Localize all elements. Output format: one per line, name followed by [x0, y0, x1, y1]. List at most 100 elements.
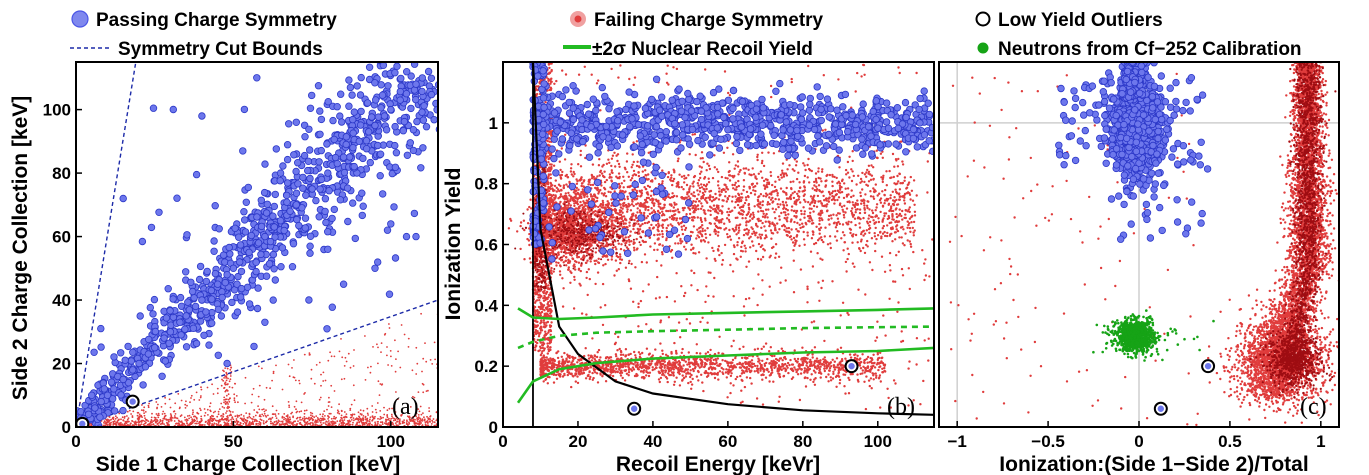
failing-point [867, 217, 870, 220]
failing-point [762, 164, 766, 168]
failing-point [327, 418, 329, 420]
failing-point [157, 412, 160, 415]
failing-point [132, 410, 135, 413]
passing-point [378, 91, 387, 99]
failing-point [392, 423, 394, 426]
failing-point [851, 241, 854, 244]
failing-point [330, 417, 333, 420]
failing-point [327, 359, 330, 362]
passing-point [316, 130, 324, 138]
failing-point [795, 209, 799, 213]
failing-point [397, 350, 399, 353]
failing-point [782, 203, 785, 206]
failing-point [817, 170, 820, 173]
failing-point [702, 183, 706, 187]
failing-point [777, 175, 780, 179]
failing-point [759, 219, 762, 222]
passing-point [366, 158, 374, 167]
failing-point [792, 196, 796, 200]
failing-point [820, 209, 823, 212]
failing-point [231, 417, 234, 419]
failing-point [783, 216, 786, 220]
failing-point [127, 417, 130, 419]
failing-point [786, 209, 789, 212]
failing-point [850, 209, 853, 213]
failing-point [150, 419, 153, 421]
failing-point [899, 182, 902, 185]
failing-point [274, 415, 277, 417]
failing-point [685, 213, 688, 216]
failing-point [343, 416, 346, 419]
failing-point [384, 422, 386, 425]
failing-point [604, 195, 608, 198]
passing-point [276, 169, 285, 177]
failing-point [271, 379, 273, 382]
failing-point [227, 424, 230, 426]
failing-point [697, 193, 700, 196]
failing-point [228, 400, 231, 403]
failing-point [324, 379, 327, 382]
failing-point [321, 415, 324, 418]
failing-point [303, 353, 306, 356]
passing-point [210, 247, 218, 255]
passing-point [350, 108, 358, 116]
failing-point [888, 209, 891, 213]
passing-point [65, 406, 72, 413]
failing-point [783, 228, 786, 232]
failing-point [750, 183, 754, 186]
failing-point [688, 212, 692, 216]
failing-point [244, 402, 247, 405]
failing-point [632, 246, 636, 249]
failing-point [891, 190, 894, 193]
failing-point [824, 226, 827, 229]
failing-point [386, 416, 389, 419]
passing-point [191, 302, 200, 311]
failing-point [778, 218, 781, 221]
passing-point [253, 74, 261, 82]
failing-point [803, 243, 806, 246]
failing-point [557, 197, 560, 200]
failing-point [383, 413, 386, 416]
failing-point [785, 230, 788, 233]
failing-point [626, 185, 629, 189]
passing-point [183, 231, 191, 239]
failing-point [565, 264, 568, 267]
failing-point [821, 168, 824, 171]
failing-point [340, 416, 342, 419]
passing-point [205, 341, 213, 349]
failing-point [838, 203, 842, 207]
passing-point [339, 153, 348, 161]
failing-point [347, 352, 350, 355]
passing-point [245, 248, 253, 257]
failing-point [909, 198, 912, 201]
failing-point [630, 203, 634, 206]
failing-point [863, 251, 867, 255]
failing-point [790, 209, 793, 212]
failing-point [631, 163, 634, 166]
failing-point [208, 405, 211, 408]
failing-point [244, 421, 246, 424]
passing-point [427, 74, 436, 82]
failing-point [131, 416, 134, 418]
failing-point [399, 366, 402, 369]
passing-point [202, 277, 210, 286]
failing-point [130, 422, 132, 425]
failing-point [910, 221, 913, 224]
failing-point [559, 200, 562, 204]
failing-point [650, 207, 653, 210]
failing-point [192, 411, 195, 414]
failing-point [781, 169, 784, 172]
failing-point [255, 419, 258, 421]
failing-point [130, 413, 133, 415]
passing-point [147, 223, 156, 232]
failing-point [376, 402, 379, 404]
passing-point [240, 105, 249, 114]
failing-point [728, 194, 731, 198]
failing-point [140, 423, 143, 425]
failing-point [878, 192, 881, 195]
passing-point [225, 243, 233, 252]
failing-point [183, 416, 186, 419]
passing-point [236, 293, 245, 301]
failing-point [307, 417, 309, 420]
failing-point [107, 420, 110, 423]
